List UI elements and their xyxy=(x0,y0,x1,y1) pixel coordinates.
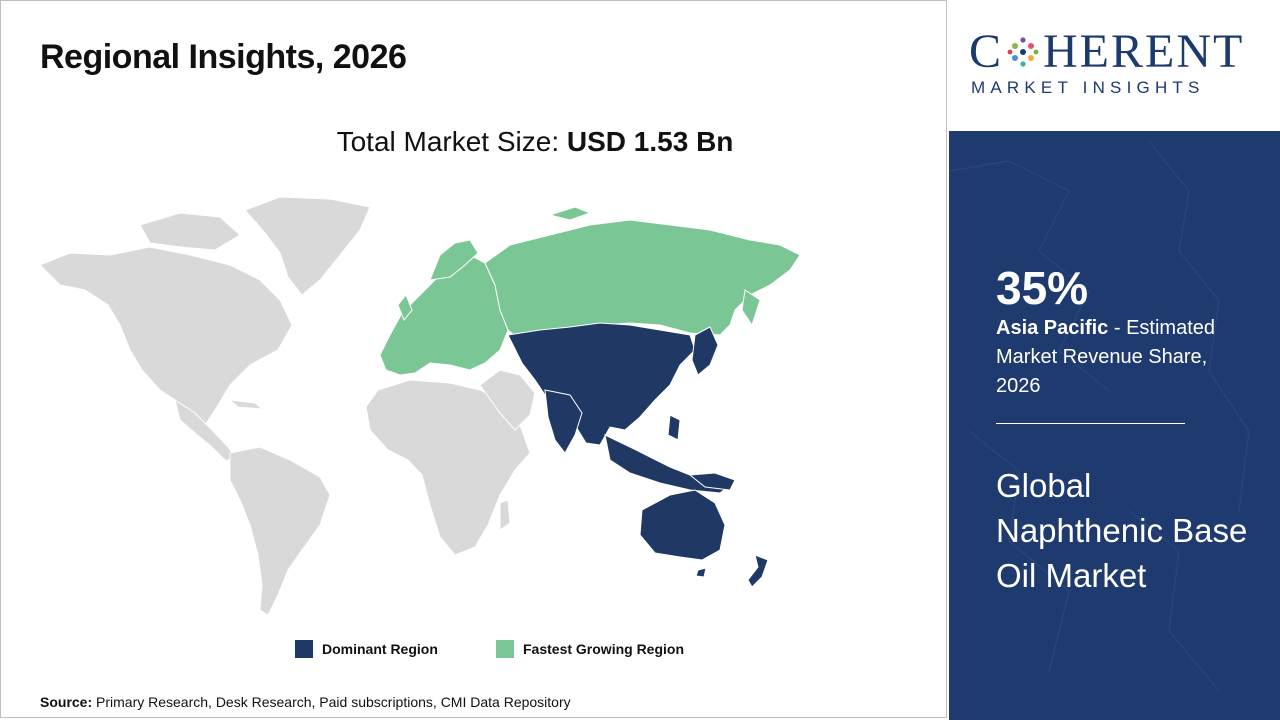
region-asia xyxy=(507,322,696,446)
insight-panel: 35% Asia Pacific - Estimated Market Reve… xyxy=(949,131,1280,720)
source-label: Source: xyxy=(40,694,93,710)
content-frame xyxy=(0,0,947,718)
share-stat: 35% xyxy=(996,262,1089,314)
panel-divider xyxy=(996,423,1185,424)
region-philippines xyxy=(667,414,681,441)
logo-tagline: MARKET INSIGHTS xyxy=(971,78,1205,97)
middle-east xyxy=(479,369,536,431)
panel-background-map xyxy=(949,140,1250,692)
source-note: Source: Primary Research, Desk Research,… xyxy=(40,694,571,710)
region-arctic-islands-east xyxy=(548,206,592,221)
region-japan xyxy=(691,326,719,376)
legend-fastest-swatch xyxy=(496,640,514,658)
share-text: - Estimated Market Revenue Share, 2026 xyxy=(996,317,1215,397)
market-size-value: USD 1.53 Bn xyxy=(566,126,734,157)
arctic-islands xyxy=(139,212,241,251)
logo-prefix: C xyxy=(969,25,1004,78)
region-new-guinea xyxy=(688,472,736,491)
share-region: Asia Pacific xyxy=(996,317,1109,339)
logo-wordmark: C HERENT xyxy=(969,24,1244,79)
greenland xyxy=(244,196,371,296)
north-america xyxy=(39,246,293,426)
legend-fastest-label: Fastest Growing Region xyxy=(523,641,685,657)
logo-suffix: HERENT xyxy=(1043,25,1245,78)
logo-globe-icon xyxy=(1007,36,1039,67)
source-text: Primary Research, Desk Research, Paid su… xyxy=(96,694,571,710)
africa xyxy=(365,379,531,556)
region-kamchatka xyxy=(741,289,761,327)
legend-dominant-label: Dominant Region xyxy=(322,641,438,657)
legend-dominant-swatch xyxy=(295,640,313,658)
world-map xyxy=(39,196,801,616)
legend-dominant: Dominant Region xyxy=(295,640,438,658)
page-title: Regional Insights, 2026 xyxy=(40,38,407,76)
region-india xyxy=(544,389,583,454)
caribbean xyxy=(228,399,264,410)
region-scandinavia xyxy=(429,239,479,281)
madagascar xyxy=(499,499,511,531)
region-uk xyxy=(397,294,413,321)
legend-fastest: Fastest Growing Region xyxy=(496,640,684,658)
share-description: Asia Pacific - Estimated Market Revenue … xyxy=(996,314,1256,401)
south-america xyxy=(229,446,331,616)
market-size-label: Total Market Size: xyxy=(336,126,560,157)
total-market-size: Total Market Size: USD 1.53 Bn xyxy=(0,126,1070,158)
region-new-zealand xyxy=(747,554,769,588)
region-australia xyxy=(639,489,726,561)
market-name: Global Naphthenic Base Oil Market xyxy=(996,467,1248,594)
region-tasmania xyxy=(695,567,707,578)
company-logo: C HERENT MARKET INSIGHTS xyxy=(949,0,1280,131)
